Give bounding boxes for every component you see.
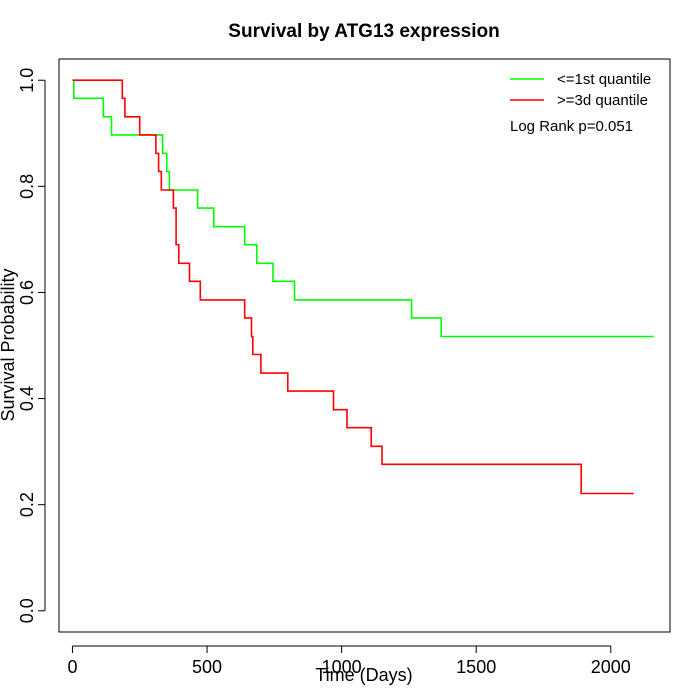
y-tick-label: 1.0 (17, 68, 37, 93)
log-rank-annotation: Log Rank p=0.051 (510, 118, 633, 135)
legend-label-0: <=1st quantile (557, 71, 651, 88)
y-tick-label: 0.6 (17, 280, 37, 305)
x-tick-label: 1500 (456, 657, 496, 677)
plot-area-frame (58, 58, 671, 633)
series-1-step-line (72, 79, 634, 495)
x-tick-label: 2000 (591, 657, 631, 677)
x-axis-label: Time (Days) (315, 665, 412, 685)
x-tick-label: 0 (67, 657, 77, 677)
x-axis: 0 500 1000 1500 2000 (67, 645, 631, 677)
y-axis-label: Survival Probability (0, 268, 18, 421)
series-layer (72, 79, 654, 495)
series-0-step-line (72, 79, 654, 338)
legend: <=1st quantile >=3d quantile (510, 71, 651, 109)
y-tick-label: 0.2 (17, 492, 37, 517)
y-tick-label: 0.8 (17, 174, 37, 199)
y-tick-label: 0.4 (17, 386, 37, 411)
chart-title: Survival by ATG13 expression (228, 21, 499, 42)
x-tick-label: 500 (192, 657, 222, 677)
y-axis: 0.0 0.2 0.4 0.6 0.8 1.0 (17, 68, 46, 623)
y-tick-label: 0.0 (17, 598, 37, 623)
x-tick-label: 1000 (322, 657, 362, 677)
legend-label-1: >=3d quantile (557, 92, 648, 109)
